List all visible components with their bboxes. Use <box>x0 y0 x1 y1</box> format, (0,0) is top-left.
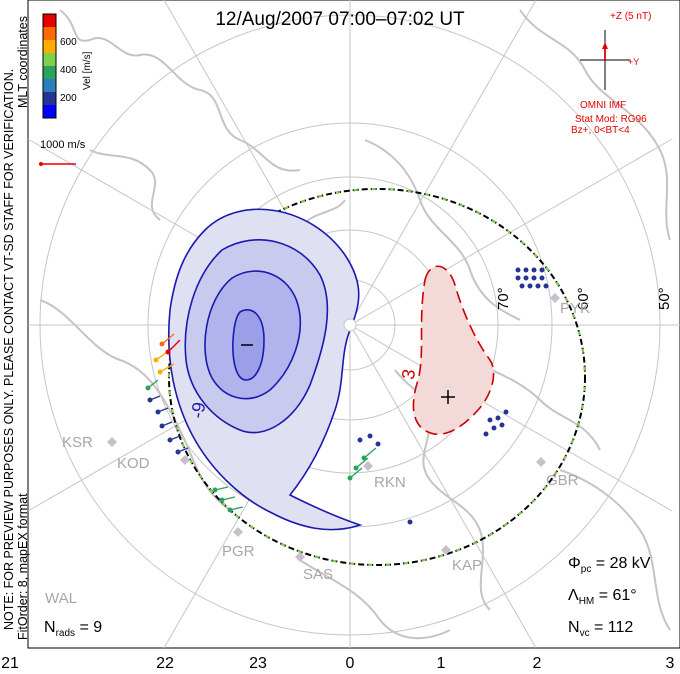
mlt-label-21: 21 <box>1 655 19 672</box>
lambda-value: = 61° <box>594 587 637 604</box>
site-label-pgr: PGR <box>222 543 255 560</box>
latitude-label-50: 50° <box>656 287 673 310</box>
plot-frame <box>27 0 680 649</box>
lambda-sub: HM <box>578 596 595 607</box>
site-label-ksr: KSR <box>62 434 93 451</box>
negative-contour-label: -9 <box>187 401 209 420</box>
site-label-sas: SAS <box>303 566 334 583</box>
phi-pc-stat: Φpc = 28 kV <box>568 556 650 575</box>
colorbar-label: Vel [m/s] <box>82 51 93 90</box>
coordinates-note: MLT coordinates <box>16 16 30 108</box>
site-label-gbr: GBR <box>546 472 579 489</box>
nrads-symbol: N <box>44 619 56 636</box>
fit-order-note: FitOrder: 8, mapEX format <box>16 493 30 640</box>
site-label-pyk: PYK <box>560 300 591 317</box>
mlt-label-2: 2 <box>532 655 542 672</box>
nrads-sub: rads <box>55 628 76 639</box>
hmb-boundary-green <box>168 188 586 566</box>
site-label-kap: KAP <box>452 557 483 574</box>
positive-potential-cell: 3 <box>398 265 495 435</box>
latitude-label-70: 70° <box>495 287 512 310</box>
colorbar-tick-400: 400 <box>60 65 77 76</box>
lambda-symbol: Λ <box>568 587 579 604</box>
positive-contour-label: 3 <box>398 368 419 381</box>
preview-note: NOTE: FOR PREVIEW PURPOSES ONLY. PLEASE … <box>2 68 16 630</box>
nvc-sub: vc <box>579 628 590 639</box>
mlt-label-3: 3 <box>665 655 675 672</box>
imf-clock <box>580 30 630 90</box>
colorbar-tick-200: 200 <box>60 93 77 104</box>
phi-sub: pc <box>580 564 592 575</box>
phi-symbol: Φ <box>568 555 581 572</box>
nvc-stat: Nvc = 112 <box>568 620 633 639</box>
mlt-label-1: 1 <box>436 655 446 672</box>
site-label-kod: KOD <box>117 455 150 472</box>
negative-potential-cell: -9 <box>167 208 363 531</box>
imf-y-label: +Y <box>628 57 640 67</box>
vector-scale <box>39 162 76 166</box>
mlt-label-23: 23 <box>249 655 267 672</box>
imf-condition: Bz+, 0<BT<4 <box>571 125 630 136</box>
vector-scale-label: 1000 m/s <box>40 139 86 151</box>
mlt-label-22: 22 <box>156 655 174 672</box>
colorbar-tick-600: 600 <box>60 37 77 48</box>
imf-z-label: +Z (5 nT) <box>610 11 652 22</box>
phi-value: = 28 kV <box>591 555 651 572</box>
site-label-wal: WAL <box>45 590 77 607</box>
nrads-stat: Nrads = 9 <box>44 620 102 639</box>
velocity-colorbar <box>42 13 57 119</box>
velocity-vectors <box>145 267 549 525</box>
lambda-hm-stat: ΛHM = 61° <box>568 588 637 607</box>
site-label-rkn: RKN <box>374 474 406 491</box>
radar-site-markers <box>107 293 560 562</box>
nvc-symbol: N <box>568 619 580 636</box>
nvc-value: = 112 <box>589 619 634 636</box>
mlt-label-0: 0 <box>345 655 355 672</box>
map-title: 12/Aug/2007 07:00–07:02 UT <box>215 9 465 30</box>
pole-marker <box>343 318 357 332</box>
nrads-value: = 9 <box>75 619 103 636</box>
imf-source: OMNI IMF <box>580 100 627 111</box>
imf-model: Stat Mod: RG96 <box>575 114 647 125</box>
